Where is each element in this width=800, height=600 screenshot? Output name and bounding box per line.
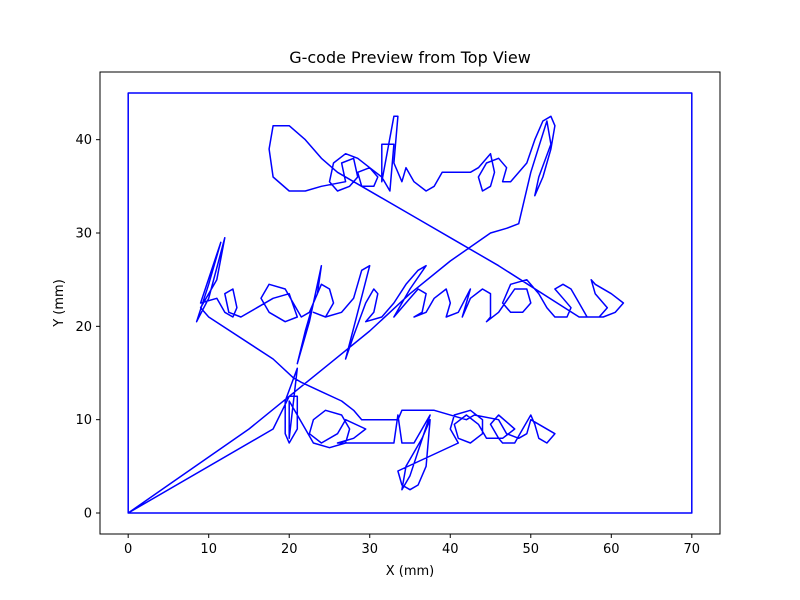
y-tick-label-0: 0 bbox=[84, 507, 92, 522]
x-tick-label-7: 70 bbox=[684, 542, 701, 557]
y-axis: 0 10 20 30 40 bbox=[75, 133, 100, 522]
toolpath-line-0 bbox=[127, 92, 693, 514]
y-axis-label: Y (mm) bbox=[52, 279, 67, 328]
chart-title: G-code Preview from Top View bbox=[289, 48, 531, 67]
plot-area bbox=[127, 92, 693, 514]
y-tick-label-4: 40 bbox=[75, 133, 92, 148]
y-tick-label-1: 10 bbox=[75, 413, 92, 428]
x-tick-label-5: 50 bbox=[523, 542, 540, 557]
x-tick-label-4: 40 bbox=[442, 542, 459, 557]
x-tick-label-0: 0 bbox=[124, 542, 132, 557]
y-tick-label-2: 20 bbox=[75, 320, 92, 335]
x-axis: 0 10 20 30 40 50 60 70 bbox=[124, 534, 700, 557]
x-tick-label-2: 20 bbox=[281, 542, 298, 557]
x-tick-label-6: 60 bbox=[603, 542, 620, 557]
x-axis-label: X (mm) bbox=[386, 564, 435, 579]
x-tick-label-1: 10 bbox=[200, 542, 217, 557]
axes-frame bbox=[99, 71, 721, 535]
x-tick-label-3: 30 bbox=[361, 542, 378, 557]
y-tick-label-3: 30 bbox=[75, 227, 92, 242]
